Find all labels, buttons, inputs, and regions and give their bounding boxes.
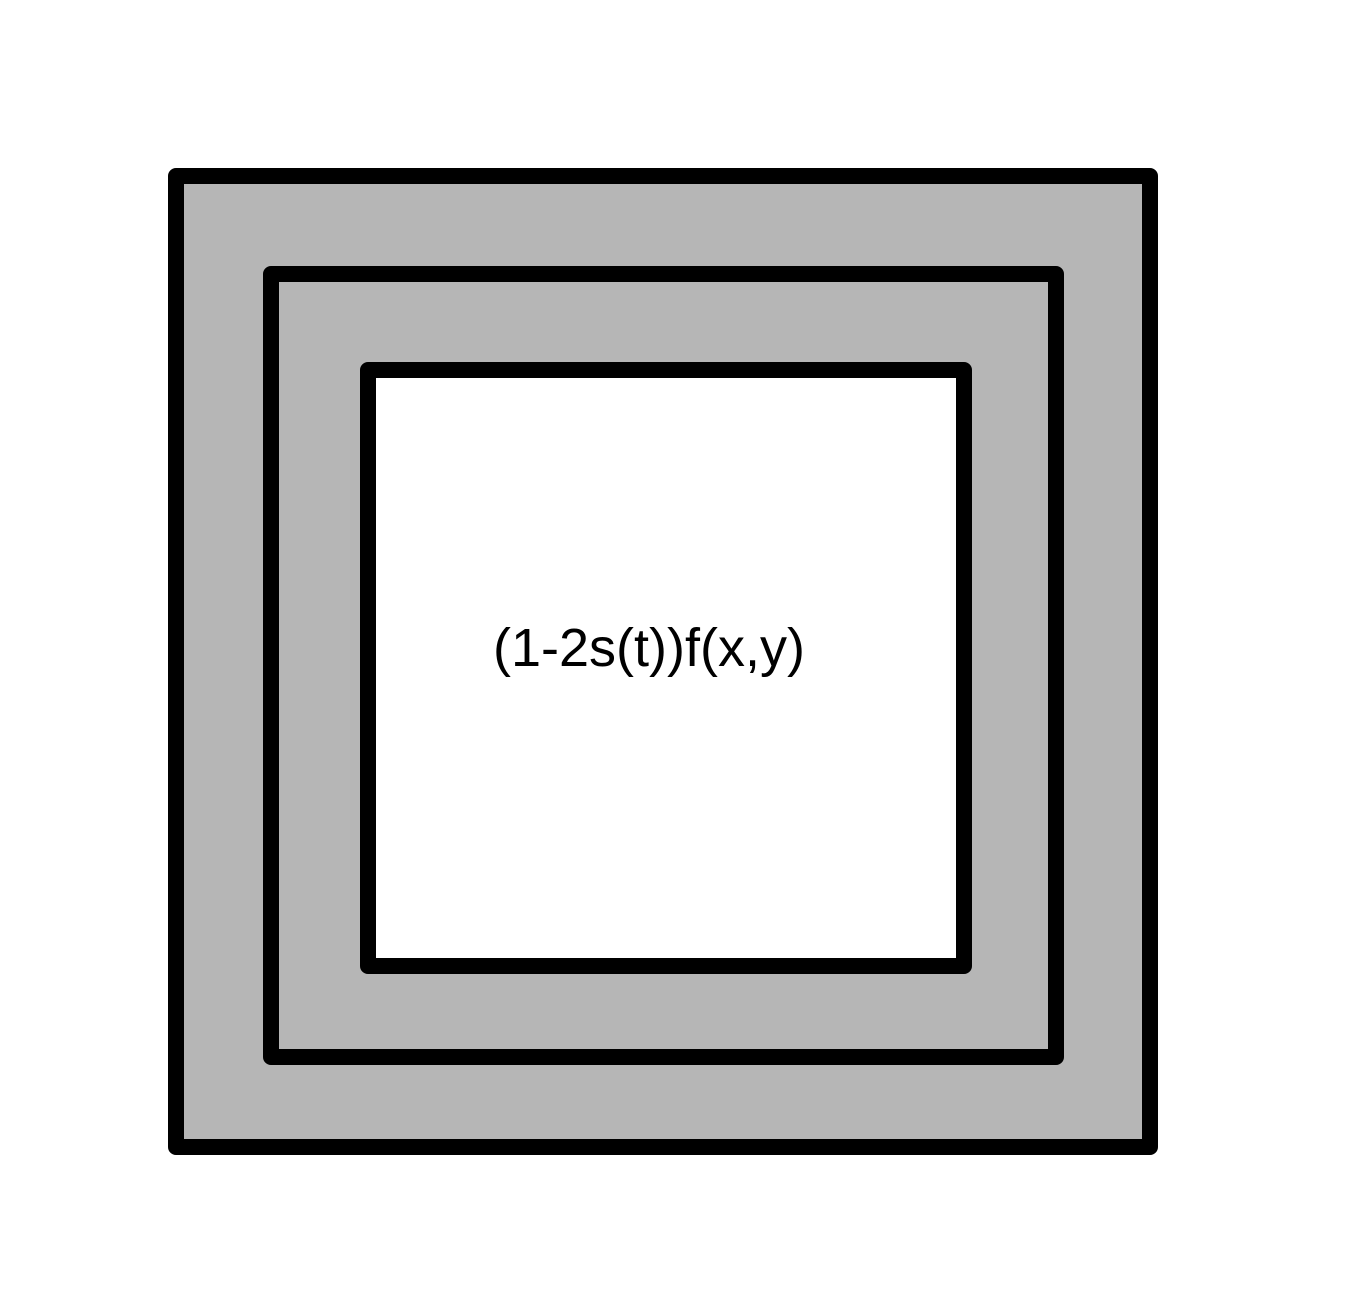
inner-square-label: (1-2s(t))f(x,y) <box>493 618 805 678</box>
inner-square <box>360 362 972 974</box>
